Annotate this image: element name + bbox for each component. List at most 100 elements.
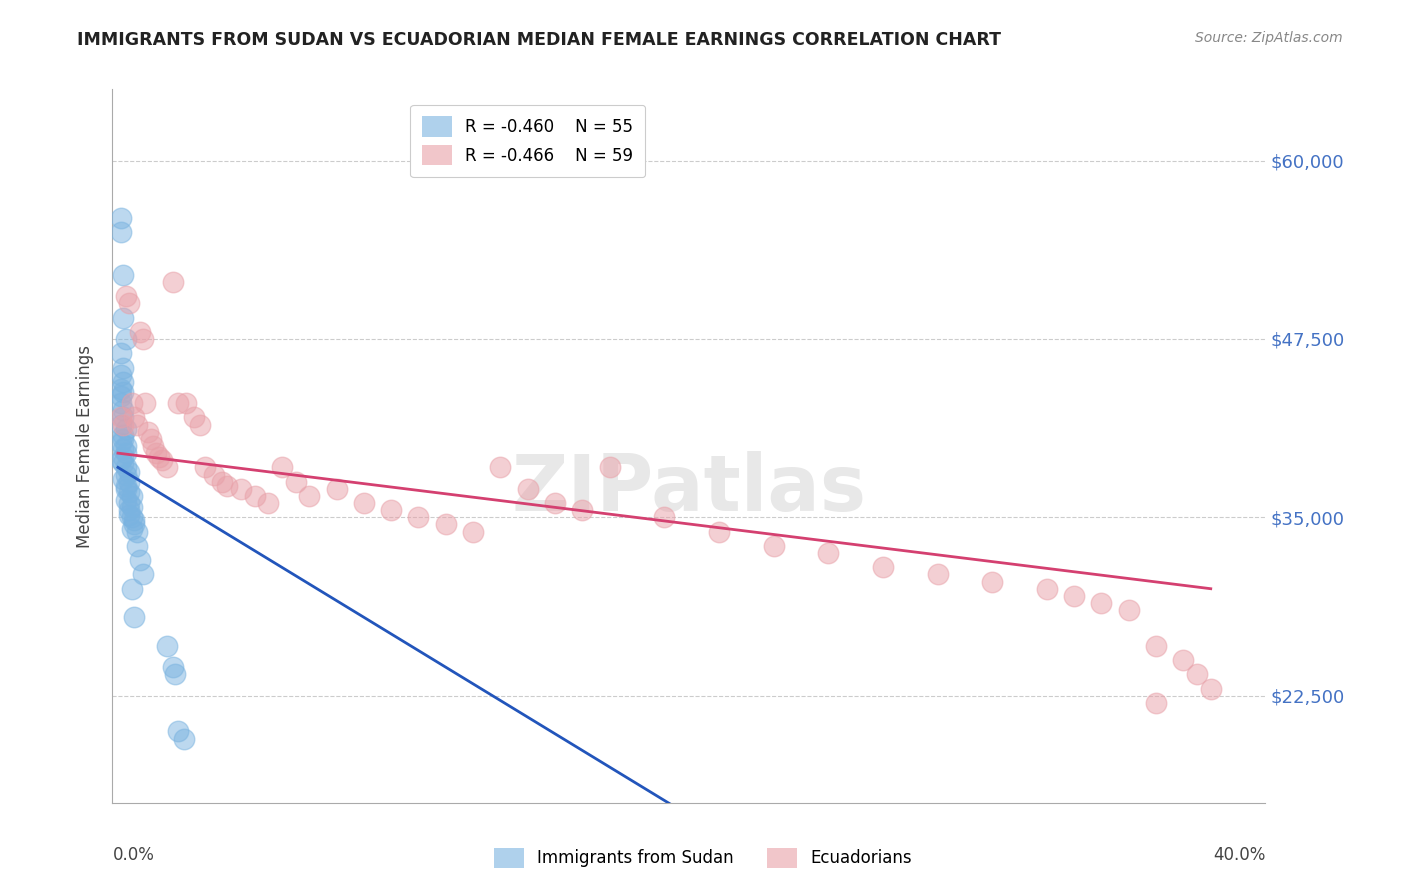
Point [125,417,148,432]
Point [118,484,141,499]
Point [118,475,141,489]
Point [121,522,143,536]
Point [124,517,146,532]
Point [131,567,153,582]
Point [115,446,138,460]
Point [134,396,156,410]
Point [112,384,135,399]
Point [142,439,165,453]
Point [1144,696,1167,710]
Point [1036,582,1059,596]
Point [121,510,143,524]
Point [112,360,135,375]
Point [270,460,292,475]
Point [1185,667,1208,681]
Text: IMMIGRANTS FROM SUDAN VS ECUADORIAN MEDIAN FEMALE EARNINGS CORRELATION CHART: IMMIGRANTS FROM SUDAN VS ECUADORIAN MEDI… [77,31,1001,49]
Point [257,496,280,510]
Point [872,560,894,574]
Point [434,517,457,532]
Point [156,460,179,475]
Point [162,275,184,289]
Point [131,332,153,346]
Point [1063,589,1085,603]
Legend: Immigrants from Sudan, Ecuadorians: Immigrants from Sudan, Ecuadorians [488,841,918,875]
Point [1144,639,1167,653]
Point [599,460,621,475]
Point [110,453,132,467]
Point [121,489,143,503]
Point [150,453,173,467]
Point [124,513,146,527]
Point [165,667,187,681]
Point [654,510,676,524]
Point [112,442,135,456]
Point [112,417,135,432]
Point [110,225,132,239]
Point [115,332,138,346]
Point [194,460,217,475]
Point [489,460,512,475]
Point [124,410,146,425]
Point [115,460,138,475]
Point [115,493,138,508]
Point [125,524,148,539]
Point [183,410,205,425]
Point [115,467,138,482]
Point [162,660,184,674]
Point [112,268,135,282]
Point [118,496,141,510]
Point [145,446,167,460]
Point [762,539,785,553]
Point [298,489,321,503]
Point [112,403,135,417]
Point [112,410,135,425]
Point [110,346,132,360]
Point [112,432,135,446]
Point [112,450,135,465]
Point [148,450,170,465]
Point [115,439,138,453]
Point [125,539,148,553]
Point [211,475,233,489]
Point [229,482,252,496]
Point [174,396,197,410]
Point [571,503,593,517]
Point [110,396,132,410]
Point [927,567,949,582]
Point [112,375,135,389]
Point [118,296,141,310]
Point [110,382,132,396]
Point [461,524,484,539]
Point [110,368,132,382]
Point [110,436,132,450]
Point [121,582,143,596]
Point [1118,603,1140,617]
Point [1199,681,1222,696]
Point [1173,653,1195,667]
Point [112,310,135,325]
Point [817,546,839,560]
Point [353,496,375,510]
Y-axis label: Median Female Earnings: Median Female Earnings [76,344,94,548]
Point [1090,596,1112,610]
Point [284,475,307,489]
Point [173,731,195,746]
Point [380,503,402,517]
Point [217,479,239,493]
Point [128,325,150,339]
Point [115,479,138,493]
Point [202,467,225,482]
Point [115,482,138,496]
Point [325,482,347,496]
Point [112,427,135,442]
Point [408,510,430,524]
Point [121,500,143,515]
Point [110,211,132,225]
Legend: R = -0.460    N = 55, R = -0.466    N = 59: R = -0.460 N = 55, R = -0.466 N = 59 [411,104,645,177]
Point [112,456,135,470]
Point [118,508,141,522]
Point [110,417,132,432]
Point [118,465,141,479]
Point [516,482,538,496]
Point [167,724,190,739]
